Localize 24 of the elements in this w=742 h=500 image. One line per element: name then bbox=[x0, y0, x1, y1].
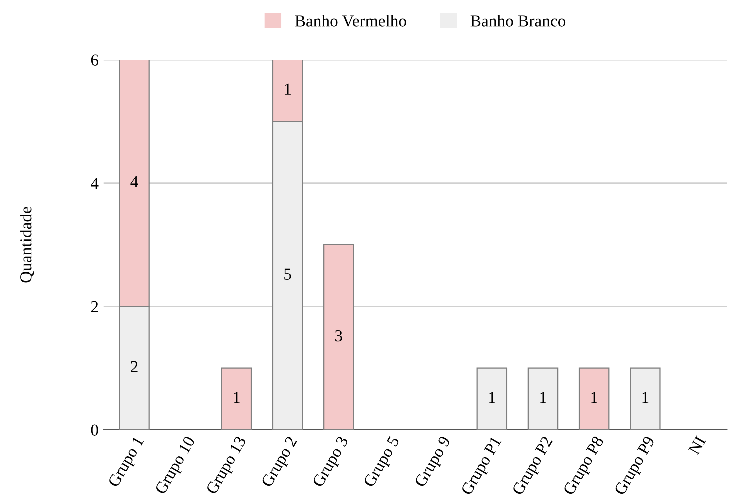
data-label: 2 bbox=[131, 361, 138, 372]
legend-label: Banho Vermelho bbox=[295, 15, 406, 27]
data-label: 4 bbox=[130, 176, 138, 188]
data-label: 5 bbox=[284, 268, 292, 280]
bar bbox=[578, 368, 610, 430]
y-tick-label: 6 bbox=[91, 54, 99, 66]
bar bbox=[221, 368, 252, 430]
data-label: 1 bbox=[234, 392, 240, 404]
x-tick-label: NI bbox=[688, 436, 706, 456]
y-tick-label: 2 bbox=[91, 301, 98, 312]
data-label: 3 bbox=[336, 330, 342, 342]
data-label: 1 bbox=[489, 392, 496, 404]
bar bbox=[476, 368, 508, 430]
data-label: 1 bbox=[285, 84, 291, 95]
data-label: 1 bbox=[642, 392, 649, 404]
bar bbox=[324, 244, 354, 430]
y-tick-label: 0 bbox=[91, 424, 98, 436]
y-tick-label: 4 bbox=[91, 178, 99, 190]
data-label: 1 bbox=[540, 392, 546, 404]
data-label: 1 bbox=[592, 392, 598, 404]
bar bbox=[630, 368, 661, 430]
legend-label: Banho Branco bbox=[470, 15, 566, 27]
bar bbox=[528, 368, 559, 430]
y-axis-title: Quantidade bbox=[20, 207, 34, 283]
